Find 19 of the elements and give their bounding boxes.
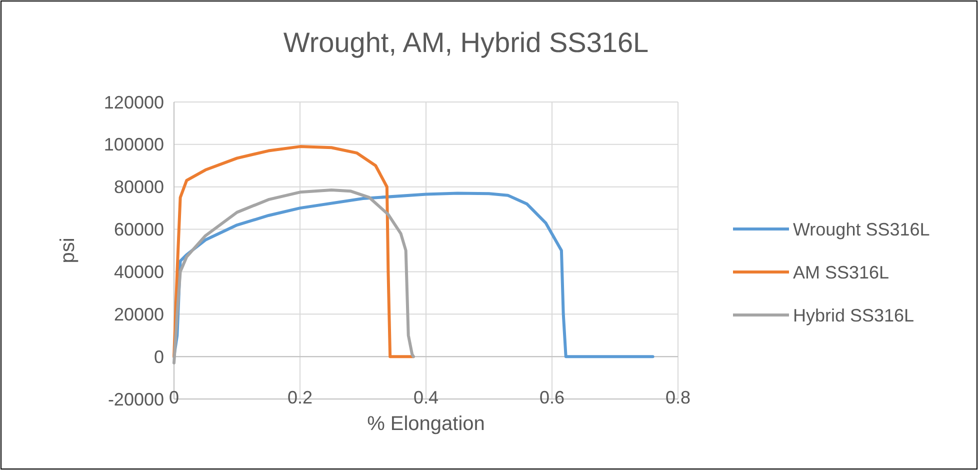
y-axis-title: psi (57, 238, 79, 264)
legend-label: AM SS316L (793, 262, 890, 282)
chart-title: Wrought, AM, Hybrid SS316L (283, 27, 649, 58)
y-tick-label: 120000 (104, 92, 164, 112)
y-tick-label: 40000 (114, 262, 164, 282)
y-tick-label: 20000 (114, 304, 164, 324)
x-tick-label: 0.6 (539, 387, 565, 408)
legend-label: Wrought SS316L (793, 219, 930, 240)
y-tick-label: 0 (154, 346, 164, 367)
x-axis-title: % Elongation (367, 413, 485, 435)
x-tick-label: 0.2 (287, 387, 313, 408)
y-tick-label: 60000 (114, 220, 164, 240)
legend-label: Hybrid SS316L (793, 305, 914, 326)
y-tick-label: 100000 (104, 134, 164, 155)
x-tick-label: 0 (168, 387, 180, 408)
x-tick-label: 0.8 (665, 387, 691, 408)
y-tick-label: 80000 (114, 177, 164, 198)
y-tick-label: -20000 (108, 389, 164, 410)
x-tick-label: 0.4 (413, 387, 439, 408)
